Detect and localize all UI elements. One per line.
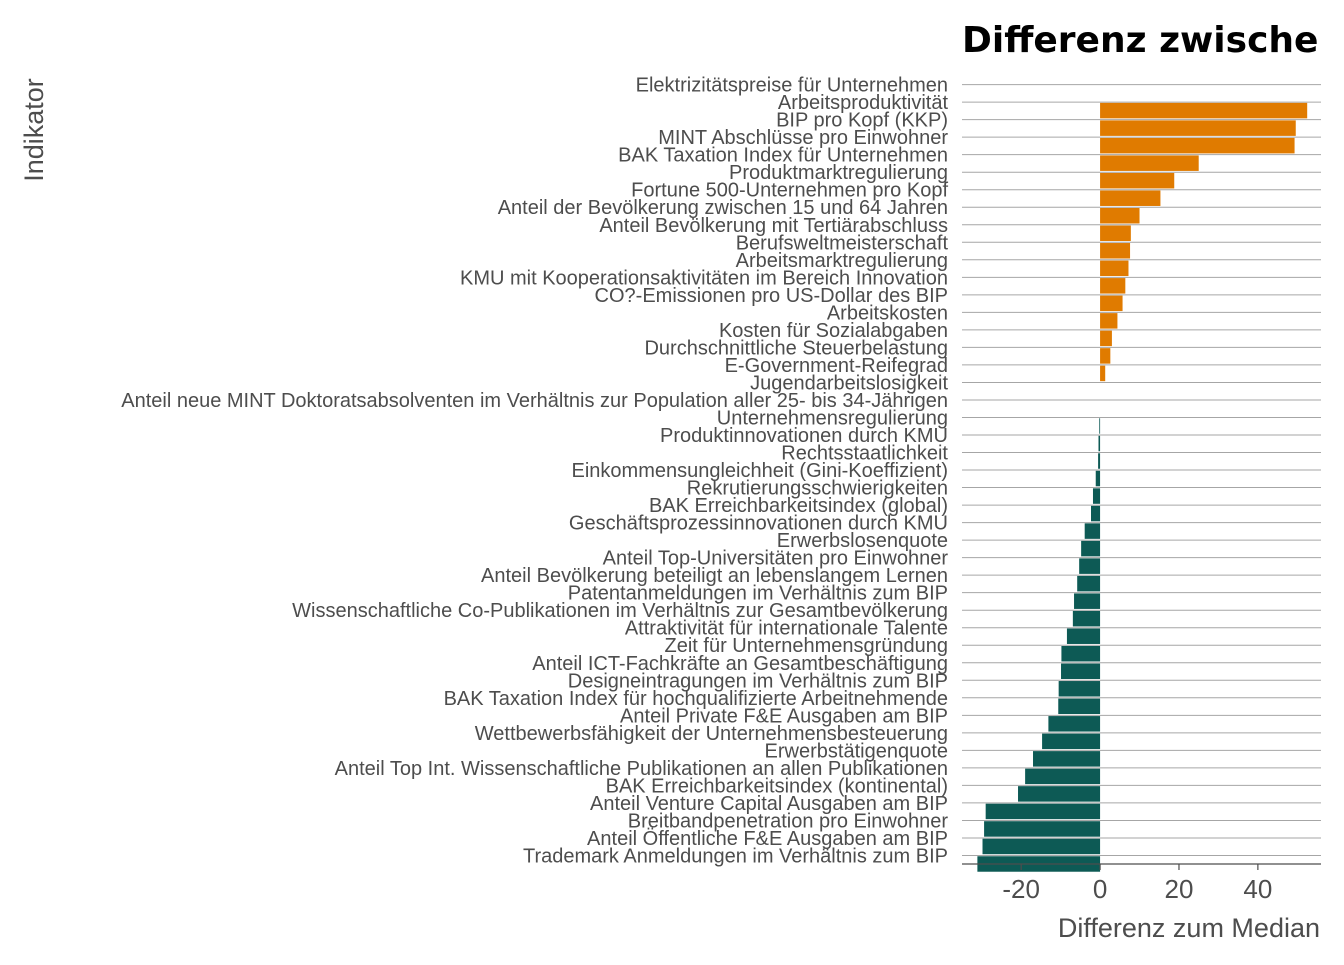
bar xyxy=(1100,155,1199,171)
bar xyxy=(1100,348,1110,364)
x-tick-label: 20 xyxy=(1165,874,1194,904)
x-tick-label: 40 xyxy=(1243,874,1272,904)
bar xyxy=(983,839,1101,855)
bar xyxy=(1059,681,1100,697)
x-tick-label: -20 xyxy=(1002,874,1040,904)
x-axis-title: Differenz zum Median xyxy=(1058,913,1320,943)
bar xyxy=(1100,261,1128,277)
y-axis-title: Indikator xyxy=(19,78,49,182)
bar xyxy=(1100,103,1307,119)
bar xyxy=(1100,243,1130,259)
bar xyxy=(1099,418,1100,434)
bar xyxy=(1042,734,1100,750)
bar xyxy=(1018,786,1100,802)
bar xyxy=(1100,138,1294,154)
bar xyxy=(1033,751,1100,767)
chart-title: Differenz zwische xyxy=(962,20,1318,61)
bar xyxy=(1100,173,1174,189)
x-tick-label: 0 xyxy=(1093,874,1107,904)
bar xyxy=(1061,646,1100,662)
bar xyxy=(1025,769,1100,785)
bar xyxy=(1100,313,1117,329)
bar xyxy=(1061,664,1100,680)
bar xyxy=(1074,593,1100,609)
bar xyxy=(1100,120,1296,136)
bar xyxy=(986,804,1100,820)
bar xyxy=(1091,506,1100,521)
bar xyxy=(1096,471,1100,487)
bar xyxy=(1079,558,1100,574)
bar xyxy=(1093,488,1100,504)
bar xyxy=(984,821,1100,837)
bar xyxy=(1048,716,1100,732)
bar xyxy=(1100,366,1105,382)
bar xyxy=(1098,436,1100,452)
bar xyxy=(1098,453,1100,469)
bar xyxy=(1100,208,1139,224)
category-label: Trademark Anmeldungen im Verhältnis zum … xyxy=(523,845,948,867)
bar xyxy=(1077,576,1100,592)
bar xyxy=(1100,278,1125,294)
bar xyxy=(1100,190,1160,206)
category-labels: Elektrizitätspreise für UnternehmenArbei… xyxy=(121,75,948,868)
bar xyxy=(1100,226,1131,242)
bar xyxy=(1073,611,1100,627)
bar xyxy=(1100,331,1112,347)
bar xyxy=(1067,628,1100,644)
bar xyxy=(1058,699,1100,715)
bar xyxy=(1081,541,1100,557)
bar xyxy=(1085,523,1100,539)
bar xyxy=(1100,296,1122,312)
